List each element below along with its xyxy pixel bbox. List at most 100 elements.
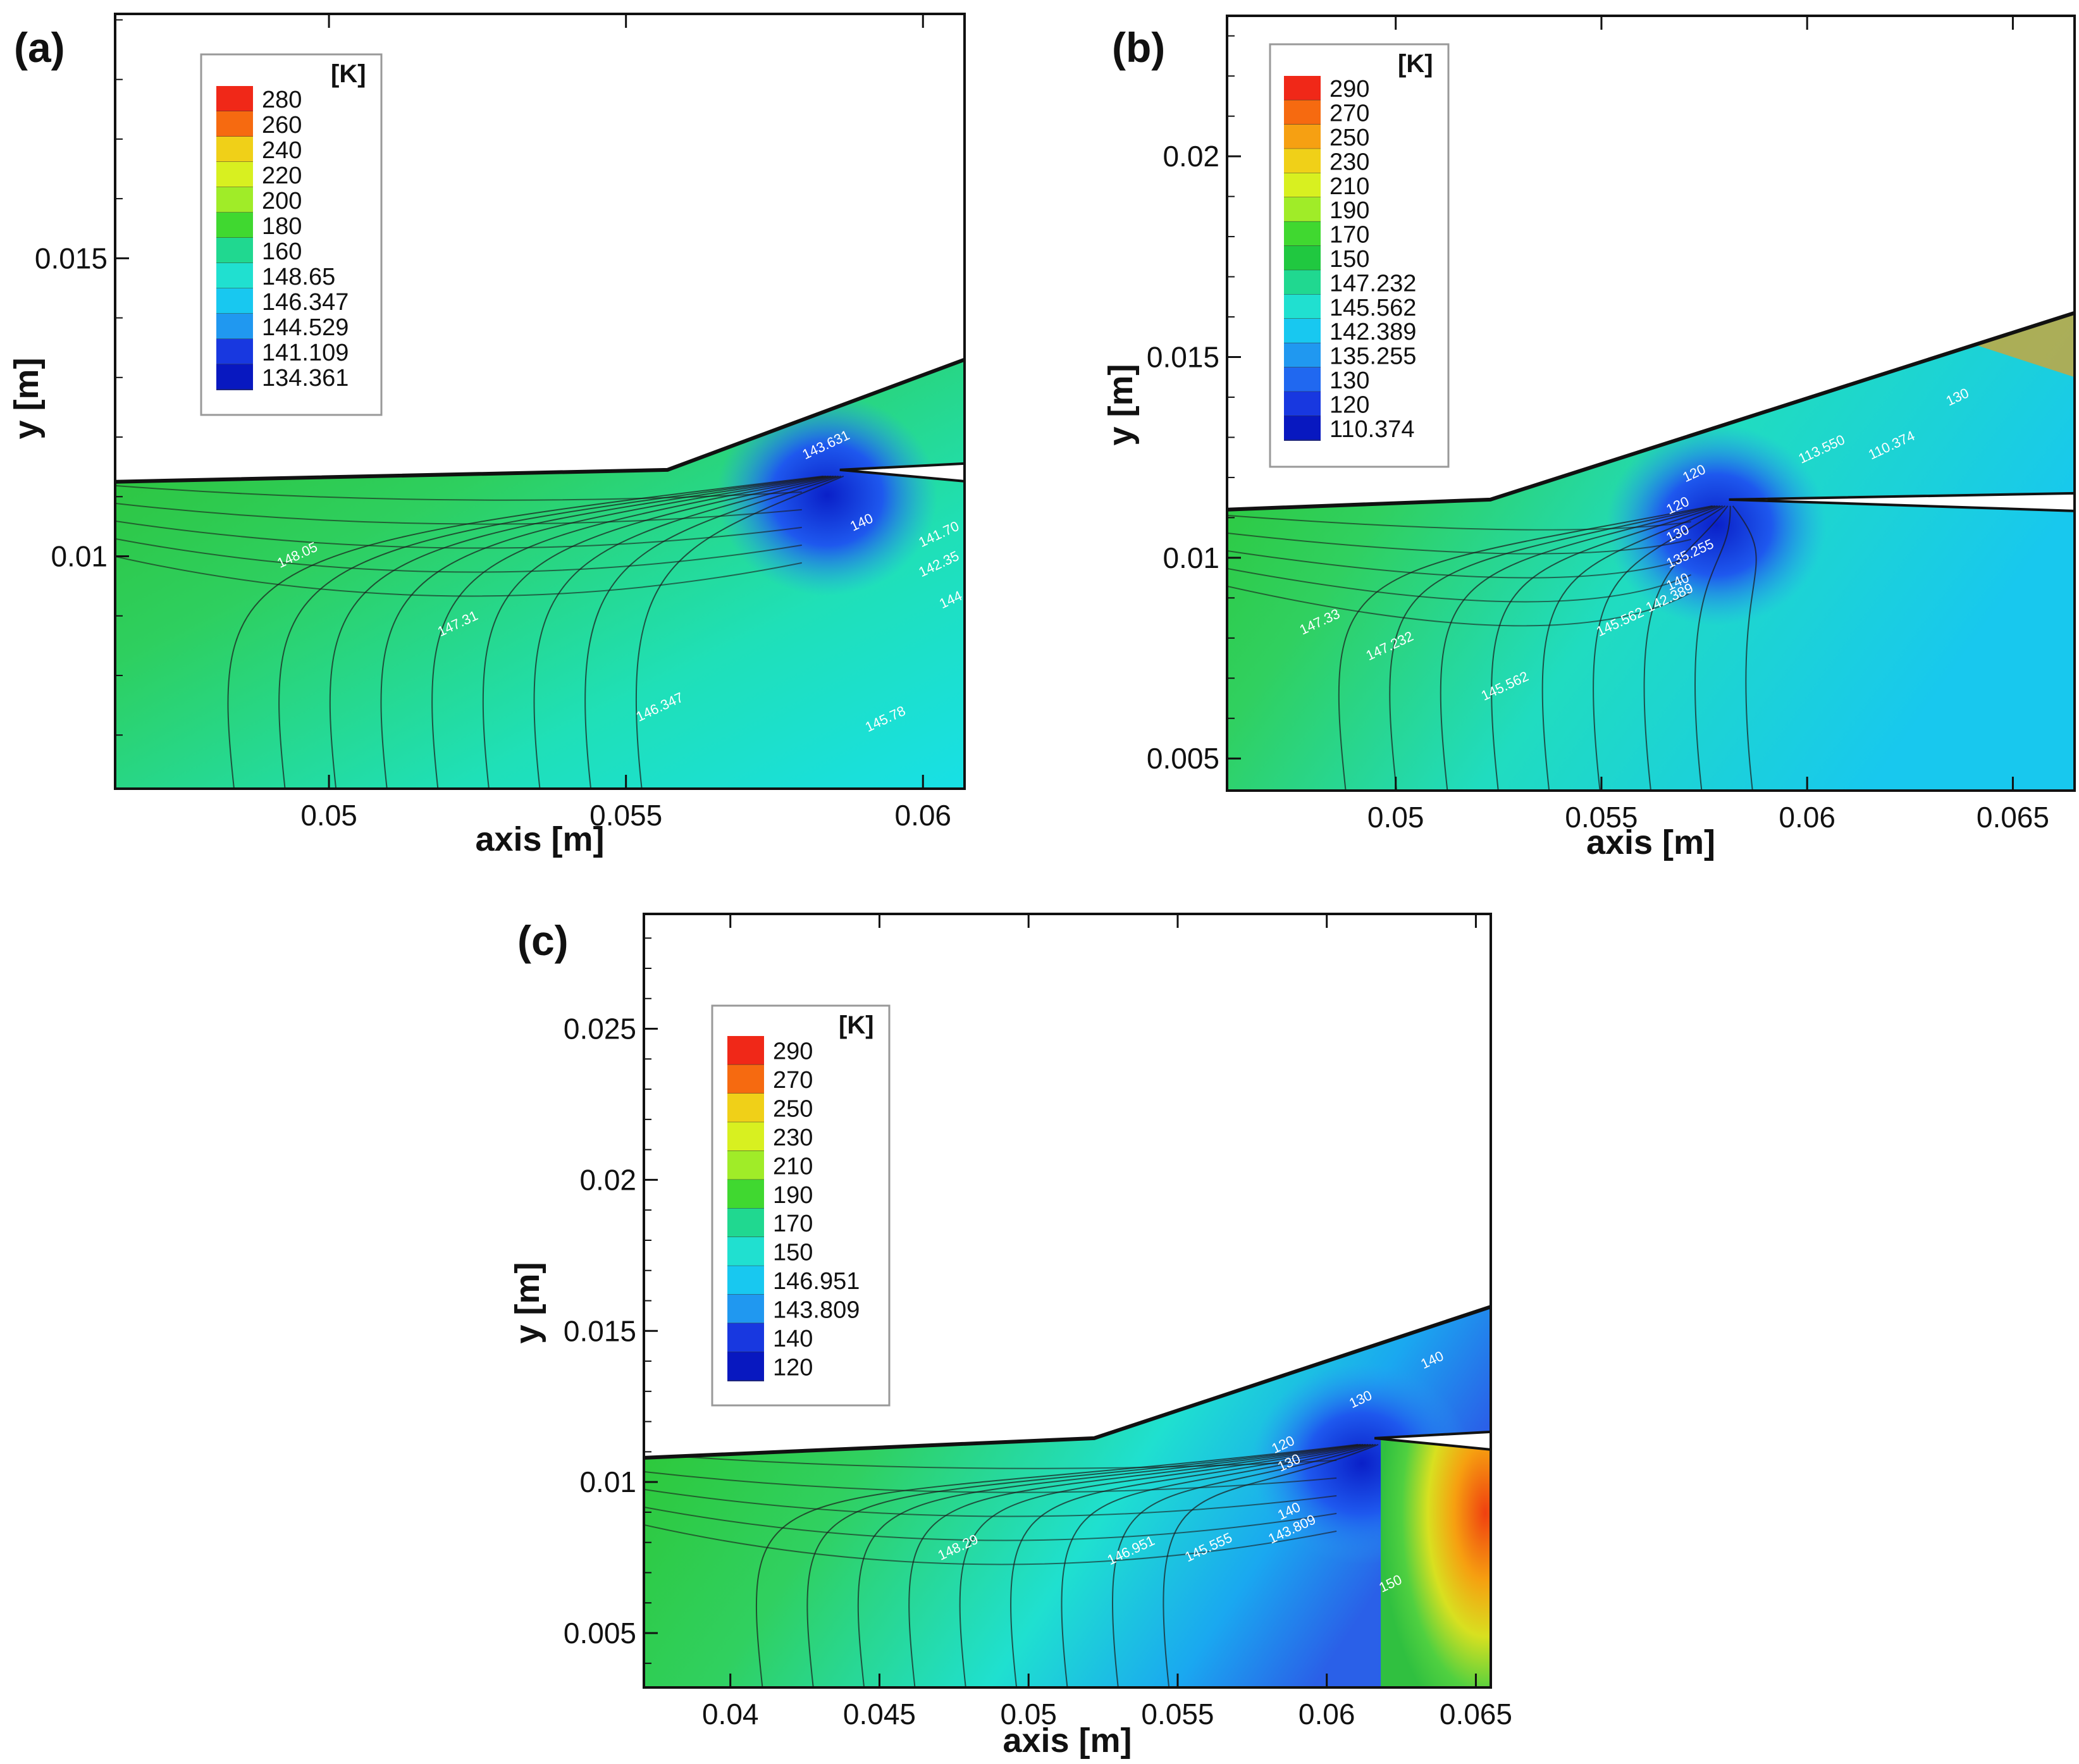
legend-swatch (727, 1093, 764, 1123)
contour-line (329, 475, 829, 789)
legend-label: 140 (773, 1326, 813, 1352)
legend-label: 260 (262, 112, 302, 139)
y-axis-title: y [m] (8, 357, 46, 439)
hot-region (1381, 1438, 1491, 1687)
legend-label: 170 (1329, 222, 1369, 249)
legend-swatch (727, 1150, 764, 1181)
contour-line (644, 1506, 1337, 1541)
x-tick-label: 0.05 (1000, 1698, 1057, 1730)
legend-swatch (727, 1266, 764, 1295)
x-tick-label: 0.06 (894, 799, 951, 832)
x-tick-label: 0.055 (589, 799, 662, 832)
contour-line (1227, 567, 1692, 603)
legend-label: 250 (773, 1096, 813, 1123)
hot-region (1951, 312, 2075, 378)
legend-label: 240 (262, 137, 302, 164)
y-tick-label: 0.015 (564, 1314, 636, 1347)
plot-frame (1226, 15, 2076, 792)
legend-label: 144.529 (262, 314, 349, 341)
contour-line (115, 538, 802, 573)
legend-swatch (727, 1323, 764, 1353)
panel-c: 148.29 146.951 145.555143.8091401301201301… (509, 913, 1512, 1760)
legend-label: 230 (1329, 149, 1369, 175)
contour-line (959, 1443, 1369, 1687)
y-tick-label: 0.01 (51, 540, 108, 573)
contour-line (1112, 1443, 1376, 1687)
y-axis-title: y [m] (509, 1262, 546, 1343)
contour-line (908, 1443, 1366, 1687)
legend-label: 210 (773, 1153, 813, 1180)
contour-line (115, 502, 802, 525)
y-tick-label: 0.02 (579, 1163, 636, 1196)
y-tick-label: 0.015 (35, 242, 108, 274)
legend-swatch (1284, 319, 1321, 344)
contour-line (1227, 585, 1692, 627)
contour-line (278, 475, 826, 789)
legend-label: 150 (1329, 246, 1369, 273)
legend-swatch (1284, 221, 1321, 247)
contour-line (1227, 550, 1691, 579)
legend-label: 148.65 (262, 264, 335, 290)
contour-line (115, 520, 802, 549)
legend-swatch (1284, 270, 1321, 295)
y-tick-label: 0.01 (1163, 541, 1219, 574)
contour-line (755, 1443, 1359, 1687)
wall-line (115, 357, 965, 484)
legend-swatch (727, 1064, 764, 1094)
x-tick-label: 0.055 (1141, 1698, 1214, 1730)
legend-label: 190 (773, 1182, 813, 1209)
legend-label: 146.347 (262, 289, 349, 316)
contour-line (115, 555, 802, 597)
legend-swatch (216, 364, 253, 390)
wall-line (644, 1305, 1491, 1460)
contour-line (1389, 505, 1715, 791)
legend-label: 146.951 (773, 1268, 860, 1295)
legend-swatch (1284, 197, 1321, 223)
legend-swatch (1284, 173, 1321, 198)
splitter-lip (839, 462, 965, 483)
legend-label: 210 (1329, 173, 1369, 200)
panel-b: 147.33147.232145.562145.562142.389140135… (1102, 15, 2076, 861)
legend-label: 270 (773, 1067, 813, 1094)
legend-label: 230 (773, 1125, 813, 1151)
plot-frame (114, 13, 966, 790)
y-tick-label: 0.005 (564, 1617, 636, 1650)
legend-swatch (216, 288, 253, 314)
panel-label: (c) (517, 917, 569, 964)
contour-line (1440, 505, 1718, 791)
wall-line (1227, 311, 2075, 512)
x-tick-label: 0.06 (1779, 801, 1835, 834)
contour-line (1732, 505, 1757, 791)
contour-line (1643, 505, 1729, 791)
contour-line (227, 475, 824, 789)
legend-label: 143.809 (773, 1297, 860, 1323)
legend-label: 280 (262, 87, 302, 113)
legend-swatch (727, 1036, 764, 1066)
contour-line (1593, 505, 1726, 791)
legend: 280260240220200180160148.65146.347144.52… (200, 53, 383, 416)
legend-label: 270 (1329, 101, 1369, 127)
y-tick-label: 0.025 (564, 1013, 636, 1045)
y-tick-label: 0.015 (1147, 341, 1219, 374)
legend-label: 290 (773, 1039, 813, 1065)
x-tick-label: 0.06 (1299, 1698, 1355, 1730)
y-tick-label: 0.02 (1163, 140, 1219, 173)
legend-swatch (216, 86, 253, 112)
legend-swatch (727, 1352, 764, 1381)
contour-line (1491, 505, 1720, 791)
cold-region (1606, 424, 1827, 626)
legend-swatch (1284, 100, 1321, 125)
contour-line (1163, 1443, 1379, 1687)
legend-swatch (216, 111, 253, 137)
splitter-lip (1729, 491, 2075, 512)
x-tick-label: 0.055 (1565, 801, 1638, 834)
legend-swatch (727, 1180, 764, 1209)
legend-swatch (216, 263, 253, 289)
legend-unit: [K] (1398, 50, 1433, 78)
legend-label: 110.374 (1329, 416, 1415, 443)
legend-swatch (727, 1237, 764, 1267)
contour-line (1227, 532, 1691, 555)
legend-label: 142.389 (1329, 319, 1416, 345)
contour-line (1338, 505, 1713, 791)
